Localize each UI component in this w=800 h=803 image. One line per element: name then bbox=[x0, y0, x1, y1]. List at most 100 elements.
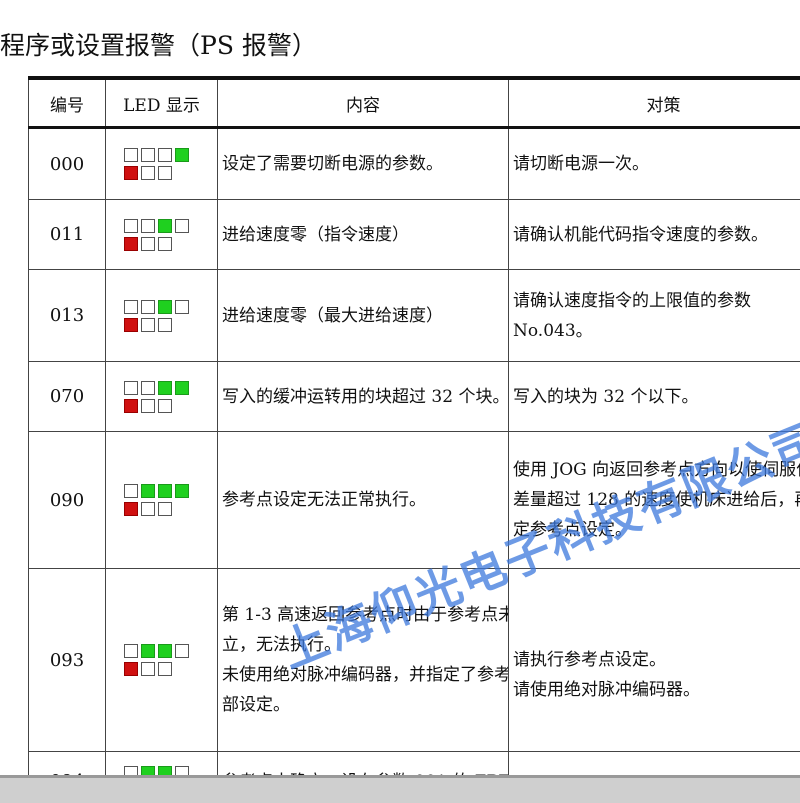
led-lamp bbox=[158, 381, 172, 395]
led-lamp bbox=[124, 381, 138, 395]
content-line: 进给速度零（指令速度） bbox=[222, 220, 504, 250]
content-cell: 写入的缓冲运转用的块超过 32 个块。 bbox=[218, 362, 509, 432]
led-lamp bbox=[158, 318, 172, 332]
led-cell bbox=[106, 752, 218, 776]
led-lamp bbox=[141, 484, 155, 498]
led-lamp bbox=[124, 148, 138, 162]
led-lamp bbox=[141, 502, 155, 516]
led-lamp bbox=[141, 166, 155, 180]
led-row bbox=[124, 219, 213, 233]
led-lamp bbox=[141, 148, 155, 162]
led-lamp bbox=[124, 318, 138, 332]
led-lamp bbox=[175, 644, 189, 658]
alarm-code: 070 bbox=[29, 362, 106, 432]
led-lamp bbox=[124, 766, 138, 776]
alarm-code: 090 bbox=[29, 432, 106, 569]
alarm-code: 094 bbox=[29, 752, 106, 776]
led-row bbox=[124, 484, 213, 498]
alarm-code: 013 bbox=[29, 270, 106, 362]
led-lamp bbox=[141, 300, 155, 314]
led-lamp bbox=[141, 766, 155, 776]
led-lamp bbox=[141, 399, 155, 413]
led-lamp bbox=[124, 662, 138, 676]
led-row bbox=[124, 662, 213, 676]
alarm-code: 093 bbox=[29, 569, 106, 752]
led-cell bbox=[106, 200, 218, 270]
led-lamp bbox=[141, 318, 155, 332]
led-lamp bbox=[158, 148, 172, 162]
content-line: 进给速度零（最大进给速度） bbox=[222, 301, 504, 331]
led-cell bbox=[106, 362, 218, 432]
led-row bbox=[124, 502, 213, 516]
action-line: 写入的块为 32 个以下。 bbox=[513, 382, 800, 412]
led-row bbox=[124, 318, 213, 332]
action-cell: 写入的块为 32 个以下。 bbox=[509, 362, 800, 432]
led-lamp bbox=[158, 766, 172, 776]
led-lamp bbox=[141, 381, 155, 395]
table-row: 011 进给速度零（指令速度） 请确认机能代码指令速度的参数。 bbox=[29, 200, 800, 270]
led-lamp bbox=[141, 644, 155, 658]
column-header: 对策 bbox=[509, 78, 800, 128]
led-lamp bbox=[175, 300, 189, 314]
led-row bbox=[124, 237, 213, 251]
content-line: 未使用绝对脉冲编码器，并指定了参考点外 bbox=[222, 660, 504, 690]
led-lamp bbox=[158, 484, 172, 498]
content-cell: 进给速度零（最大进给速度） bbox=[218, 270, 509, 362]
led-lamp bbox=[175, 766, 189, 776]
led-lamp bbox=[158, 662, 172, 676]
alarm-code: 011 bbox=[29, 200, 106, 270]
led-lamp bbox=[124, 484, 138, 498]
led-lamp bbox=[175, 484, 189, 498]
led-cell bbox=[106, 432, 218, 569]
led-lamp bbox=[124, 644, 138, 658]
content-cell: 进给速度零（指令速度） bbox=[218, 200, 509, 270]
column-header: 编号 bbox=[29, 78, 106, 128]
led-row bbox=[124, 148, 213, 162]
led-lamp bbox=[158, 237, 172, 251]
column-header: 内容 bbox=[218, 78, 509, 128]
led-cell bbox=[106, 270, 218, 362]
led-lamp bbox=[175, 381, 189, 395]
action-line: No.043。 bbox=[513, 316, 800, 346]
led-cell bbox=[106, 569, 218, 752]
table-row: 070 写入的缓冲运转用的块超过 32 个块。写入的块为 32 个以下。 bbox=[29, 362, 800, 432]
led-lamp bbox=[175, 148, 189, 162]
led-row bbox=[124, 766, 213, 776]
title: 程序或设置报警（PS 报警） bbox=[0, 26, 317, 62]
led-lamp bbox=[158, 166, 172, 180]
content-line: 写入的缓冲运转用的块超过 32 个块。 bbox=[222, 382, 504, 412]
led-row bbox=[124, 300, 213, 314]
action-line: 请执行参考点设定。 bbox=[513, 645, 800, 675]
action-line: 请确认机能代码指令速度的参数。 bbox=[513, 220, 800, 250]
column-header: LED 显示 bbox=[106, 78, 218, 128]
led-row bbox=[124, 644, 213, 658]
led-lamp bbox=[158, 300, 172, 314]
action-cell: 请确认机能代码指令速度的参数。 bbox=[509, 200, 800, 270]
led-row bbox=[124, 399, 213, 413]
led-cell bbox=[106, 128, 218, 200]
led-lamp bbox=[141, 219, 155, 233]
led-lamp bbox=[158, 219, 172, 233]
led-row bbox=[124, 381, 213, 395]
led-lamp bbox=[141, 237, 155, 251]
action-line: 请确认速度指令的上限值的参数 bbox=[513, 286, 800, 316]
content-cell: 设定了需要切断电源的参数。 bbox=[218, 128, 509, 200]
led-lamp bbox=[124, 166, 138, 180]
bottom-bar bbox=[0, 775, 800, 803]
led-lamp bbox=[124, 219, 138, 233]
led-lamp bbox=[141, 662, 155, 676]
content-line: 设定了需要切断电源的参数。 bbox=[222, 149, 504, 179]
action-line: 请使用绝对脉冲编码器。 bbox=[513, 675, 800, 705]
led-lamp bbox=[124, 300, 138, 314]
led-row bbox=[124, 166, 213, 180]
led-lamp bbox=[175, 219, 189, 233]
